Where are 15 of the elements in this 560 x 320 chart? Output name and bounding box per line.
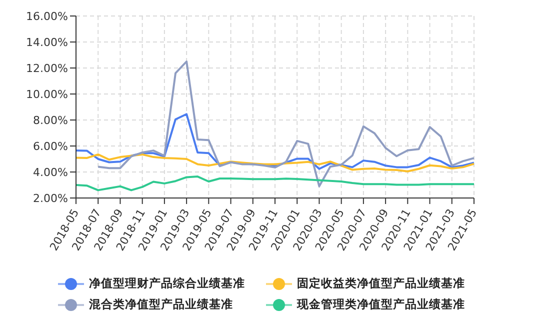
y-tick-label: 2.00% <box>33 192 68 205</box>
line-series <box>76 153 474 172</box>
y-tick-label: 6.00% <box>33 140 68 153</box>
y-tick-label: 10.00% <box>26 88 68 101</box>
line-series <box>97 60 474 188</box>
legend-label: 现金管理类净值型产品业绩基准 <box>297 297 465 312</box>
y-tick-label: 8.00% <box>33 114 68 127</box>
legend-label: 净值型理财产品综合业绩基准 <box>89 276 245 291</box>
legend-label: 混合类净值型产品业绩基准 <box>89 297 233 312</box>
y-tick-label: 16.00% <box>26 10 68 23</box>
y-tick-label: 12.00% <box>26 62 68 75</box>
y-tick-label: 4.00% <box>33 166 68 179</box>
legend-label: 固定收益类净值型产品业绩基准 <box>297 276 465 291</box>
y-tick-label: 14.00% <box>26 36 68 49</box>
line-series <box>76 176 474 192</box>
